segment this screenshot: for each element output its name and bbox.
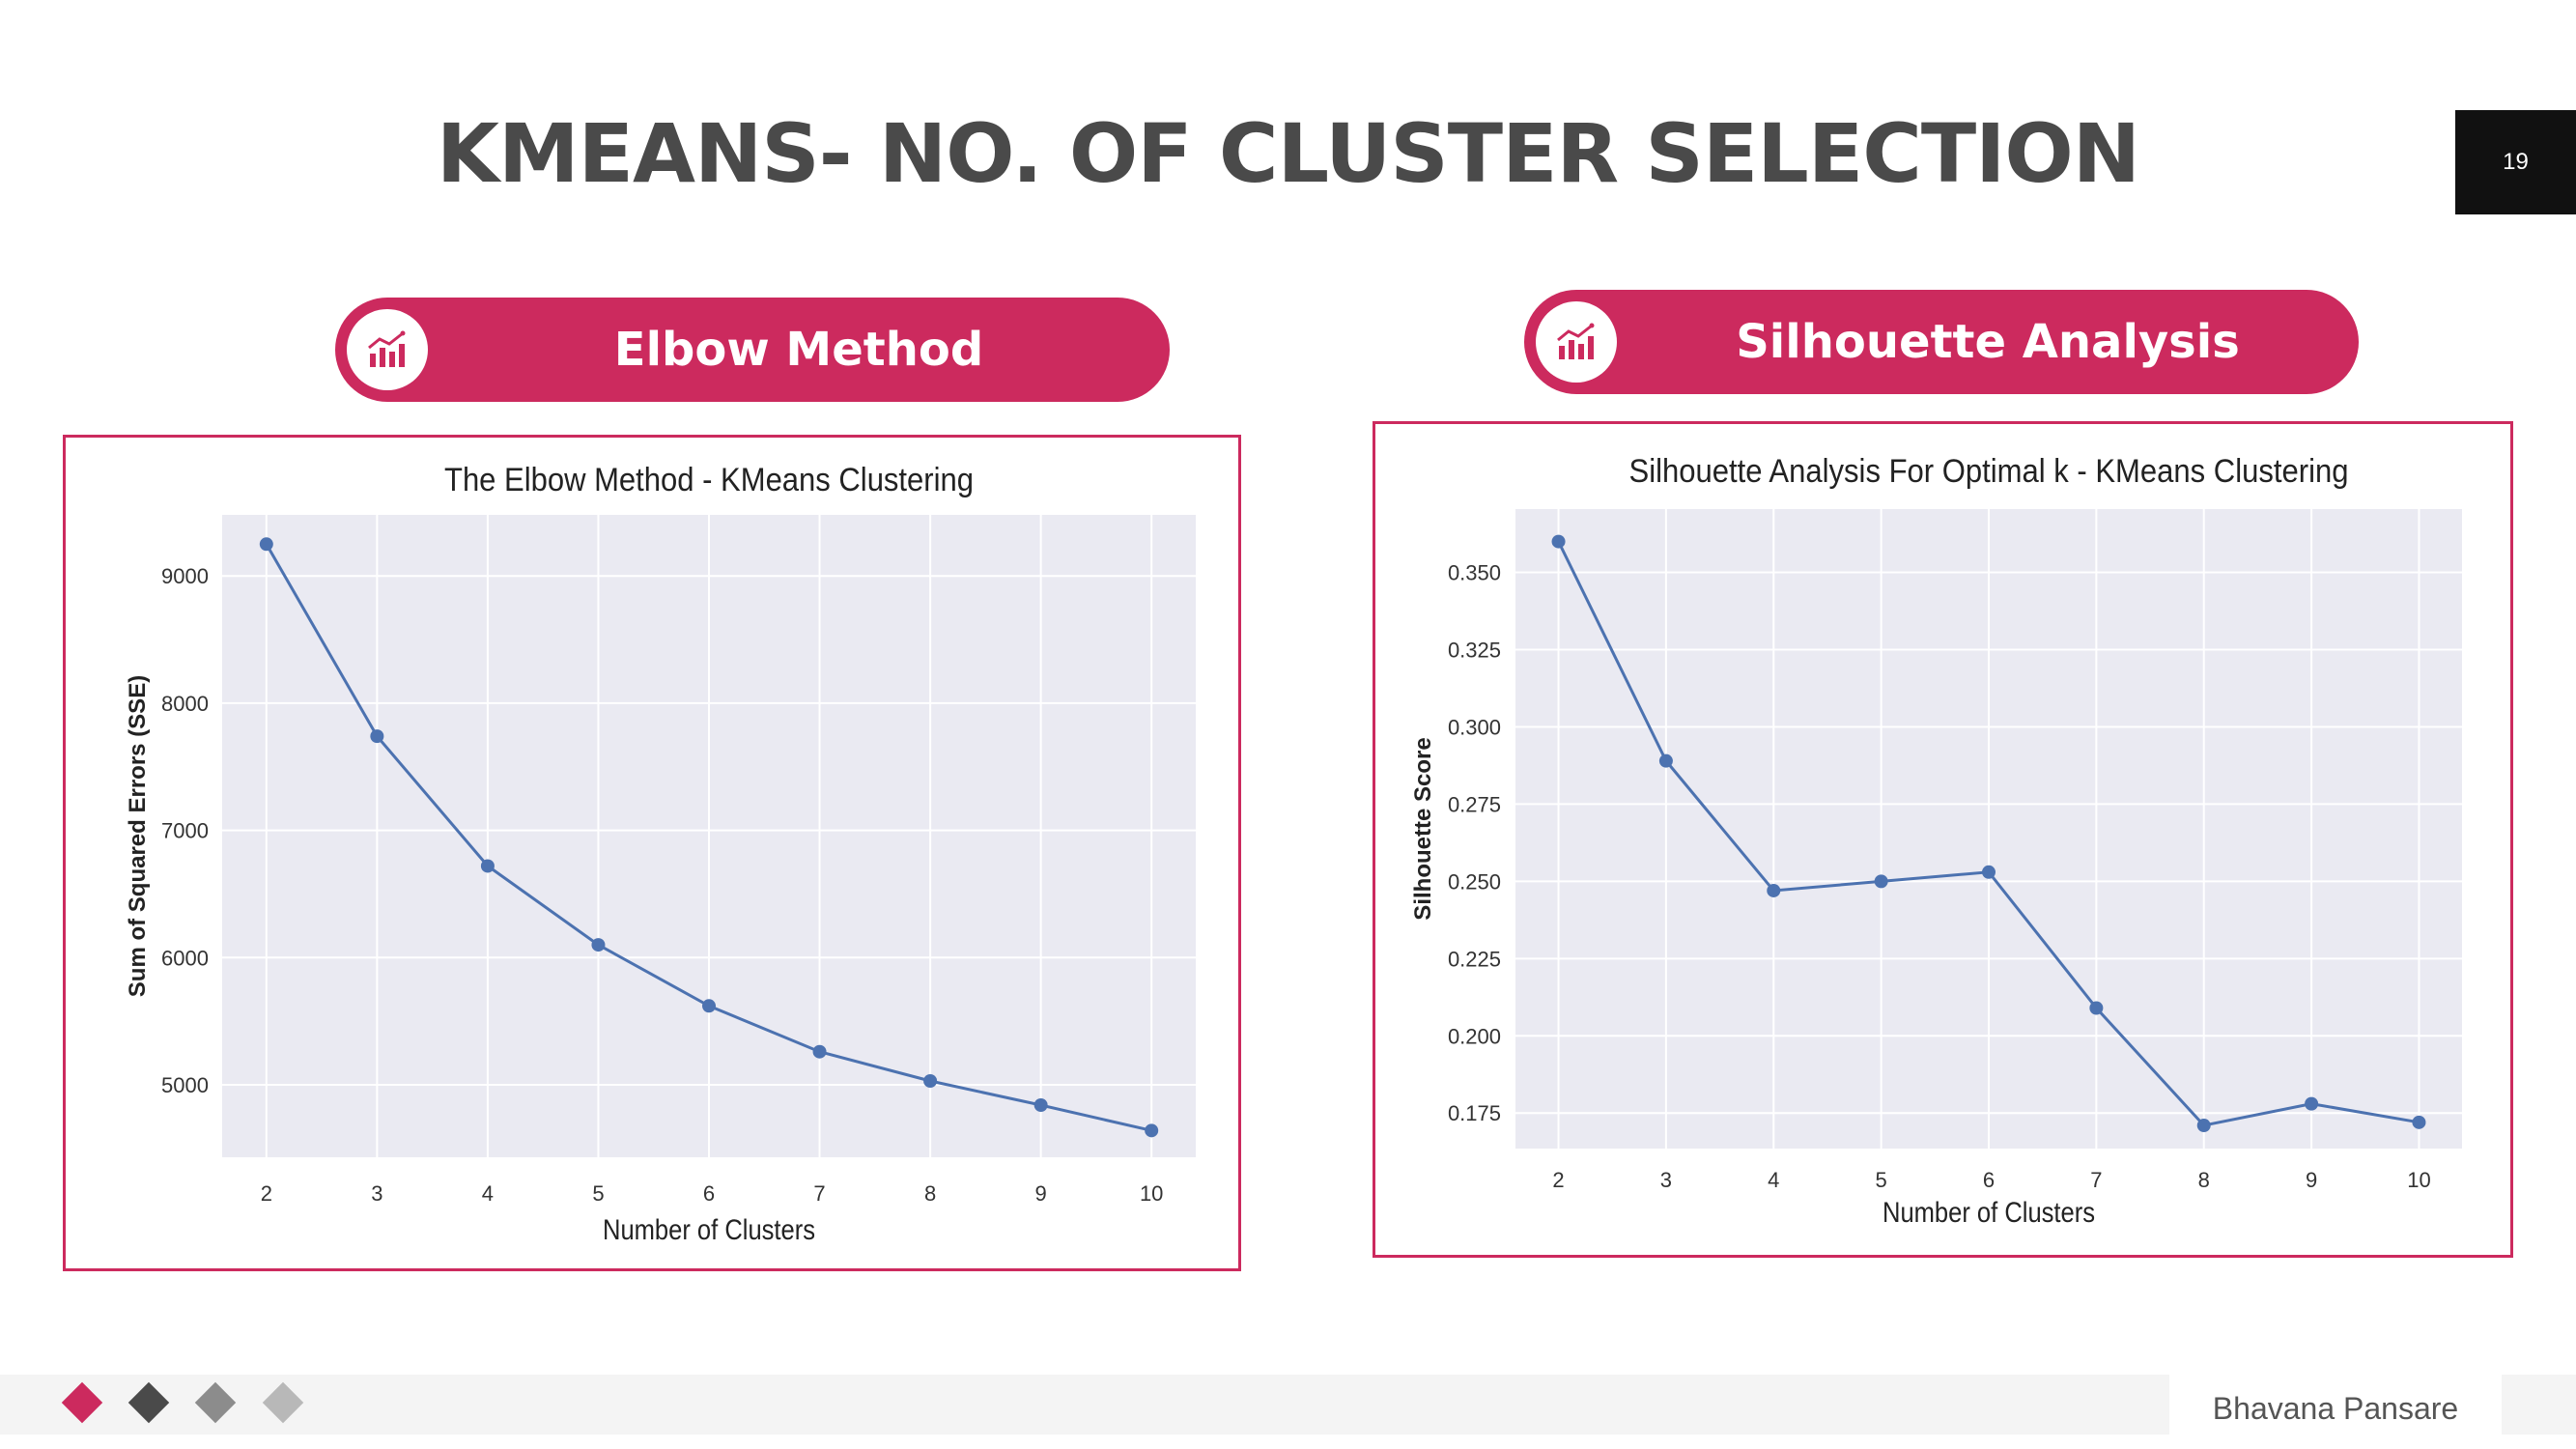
y-axis-label: Sum of Squared Errors (SSE): [125, 675, 151, 997]
x-tick-label: 10: [1140, 1181, 1163, 1206]
data-point: [1874, 874, 1888, 889]
x-tick-label: 4: [482, 1181, 494, 1206]
y-tick-label: 5000: [161, 1073, 209, 1097]
x-tick-label: 9: [1035, 1181, 1047, 1206]
y-tick-label: 0.275: [1448, 792, 1501, 816]
slide-title: KMEANS- NO. OF CLUSTER SELECTION: [436, 106, 2140, 201]
chart-title: The Elbow Method - KMeans Clustering: [444, 462, 974, 498]
x-tick-label: 9: [2306, 1168, 2317, 1192]
x-tick-label: 4: [1768, 1168, 1779, 1192]
y-tick-label: 9000: [161, 564, 209, 588]
x-tick-label: 8: [924, 1181, 936, 1206]
data-point: [812, 1044, 827, 1059]
y-axis-label: Silhouette Score: [1410, 737, 1436, 920]
elbow-chart-frame: The Elbow Method - KMeans Clustering Numb…: [63, 435, 1241, 1271]
y-tick-label: 8000: [161, 692, 209, 716]
footer-bar: [0, 1375, 2169, 1435]
y-tick-label: 0.225: [1448, 947, 1501, 971]
chart-growth-icon: [1536, 301, 1617, 383]
elbow-method-header: Elbow Method: [335, 298, 1170, 402]
chart-growth-icon: [347, 309, 428, 390]
y-tick-label: 0.325: [1448, 639, 1501, 663]
x-tick-label: 10: [2407, 1168, 2430, 1192]
silhouette-analysis-label: Silhouette Analysis: [1736, 315, 2240, 369]
data-point: [1033, 1098, 1048, 1113]
data-point: [259, 537, 273, 552]
data-point: [1767, 883, 1781, 897]
x-axis-label: Number of Clusters: [603, 1214, 815, 1246]
footer-bar-end: [2502, 1375, 2576, 1435]
y-tick-label: 7000: [161, 819, 209, 843]
x-tick-label: 2: [261, 1181, 272, 1206]
x-tick-label: 3: [1660, 1168, 1672, 1192]
elbow-chart: The Elbow Method - KMeans Clustering Numb…: [125, 462, 1196, 1246]
data-point: [2412, 1115, 2426, 1129]
silhouette-chart-frame: Silhouette Analysis For Optimal k - KMea…: [1373, 421, 2513, 1258]
data-point: [370, 729, 384, 744]
y-tick-label: 0.175: [1448, 1101, 1501, 1125]
x-tick-label: 7: [2090, 1168, 2102, 1192]
x-tick-label: 6: [1983, 1168, 1995, 1192]
data-point: [1551, 534, 1566, 549]
y-tick-label: 6000: [161, 946, 209, 970]
data-point: [2305, 1096, 2319, 1111]
x-tick-label: 8: [2198, 1168, 2210, 1192]
x-axis-label: Number of Clusters: [1882, 1197, 2095, 1229]
elbow-method-label: Elbow Method: [613, 323, 984, 377]
y-tick-label: 0.200: [1448, 1024, 1501, 1048]
data-point: [1145, 1123, 1159, 1138]
y-tick-label: 0.350: [1448, 561, 1501, 585]
data-point: [591, 938, 606, 952]
x-tick-label: 3: [371, 1181, 382, 1206]
page-number: 19: [2455, 110, 2576, 214]
x-tick-label: 5: [1876, 1168, 1887, 1192]
data-point: [2196, 1119, 2211, 1133]
data-point: [702, 999, 716, 1013]
data-point: [923, 1073, 938, 1088]
x-tick-label: 5: [592, 1181, 604, 1206]
author-name: Bhavana Pansare: [2212, 1391, 2459, 1426]
x-tick-label: 6: [703, 1181, 715, 1206]
data-point: [1658, 753, 1673, 768]
silhouette-analysis-header: Silhouette Analysis: [1524, 290, 2359, 394]
y-tick-label: 0.300: [1448, 715, 1501, 739]
silhouette-chart: Silhouette Analysis For Optimal k - KMea…: [1410, 453, 2462, 1229]
x-tick-label: 2: [1552, 1168, 1564, 1192]
y-tick-label: 0.250: [1448, 869, 1501, 894]
data-point: [480, 859, 495, 873]
chart-title: Silhouette Analysis For Optimal k - KMea…: [1629, 453, 2349, 490]
data-point: [1982, 865, 1996, 879]
data-point: [2089, 1001, 2104, 1015]
x-tick-label: 7: [813, 1181, 825, 1206]
